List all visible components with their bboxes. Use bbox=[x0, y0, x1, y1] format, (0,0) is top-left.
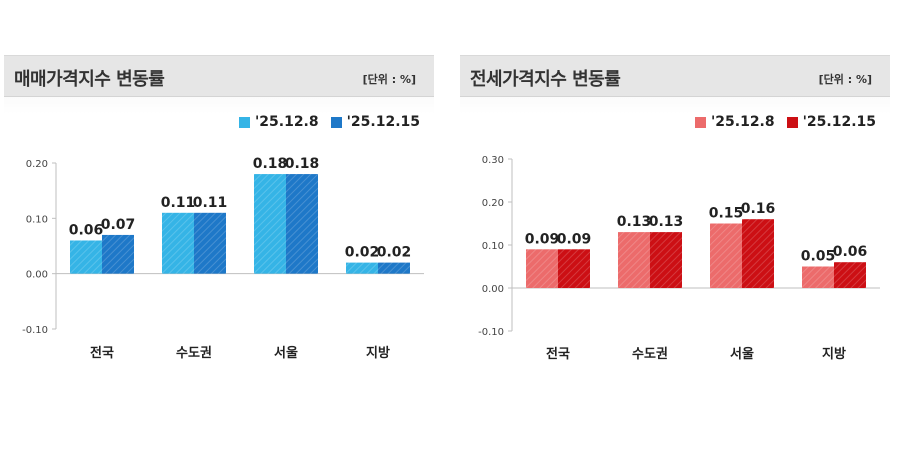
legend-label: '25.12.15 bbox=[346, 114, 420, 130]
legend-item: '25.12.8 bbox=[238, 114, 319, 130]
legend-label: '25.12.15 bbox=[802, 114, 876, 130]
data-label: 0.15 bbox=[709, 206, 744, 222]
data-label: 0.09 bbox=[557, 231, 592, 247]
data-label: 0.11 bbox=[161, 195, 196, 211]
bar bbox=[346, 262, 378, 274]
legend-swatch bbox=[694, 116, 706, 128]
y-tick-label: -0.10 bbox=[22, 325, 48, 336]
legend-swatch bbox=[330, 116, 342, 128]
data-label: 0.06 bbox=[833, 244, 868, 260]
y-tick-label: 0.00 bbox=[26, 270, 48, 281]
data-label: 0.18 bbox=[285, 156, 320, 172]
bar bbox=[70, 240, 102, 274]
bar bbox=[162, 212, 194, 274]
data-label: 0.16 bbox=[741, 201, 776, 217]
y-tick-label: 0.10 bbox=[482, 241, 504, 252]
chart-title-bar: 매매가격지수 변동률 [단위 : %] bbox=[4, 56, 434, 97]
legend-item: '25.12.15 bbox=[330, 114, 420, 130]
data-label: 0.02 bbox=[345, 245, 380, 261]
legend-label: '25.12.8 bbox=[710, 114, 775, 130]
legend-item: '25.12.8 bbox=[694, 114, 775, 130]
chart-legend: '25.12.8 '25.12.15 bbox=[238, 114, 420, 130]
data-label: 0.13 bbox=[617, 214, 652, 230]
y-tick-label: 0.30 bbox=[482, 155, 504, 166]
jeonse-price-chart-panel: 전세가격지수 변동률 [단위 : %] '25.12.8 '25.12.15 0… bbox=[460, 55, 890, 374]
bar bbox=[194, 212, 226, 274]
bar bbox=[526, 249, 558, 288]
bar bbox=[102, 234, 134, 274]
data-label: 0.06 bbox=[69, 222, 104, 238]
y-tick-label: -0.10 bbox=[478, 327, 504, 338]
legend-item: '25.12.15 bbox=[786, 114, 876, 130]
sales-price-chart-panel: 매매가격지수 변동률 [단위 : %] '25.12.8 '25.12.15 0… bbox=[4, 55, 434, 374]
legend-swatch bbox=[238, 116, 250, 128]
category-label: 지방 bbox=[822, 346, 846, 362]
data-label: 0.02 bbox=[377, 245, 412, 261]
data-label: 0.13 bbox=[649, 214, 684, 230]
bar-chart-jeonse: 0.30 0.20 0.10 0.00 -0.10 0.090.09 전국 0.130.13 수… bbox=[478, 155, 880, 362]
bar bbox=[378, 262, 410, 274]
bar bbox=[650, 232, 682, 288]
chart-title: 전세가격지수 변동률 bbox=[470, 69, 621, 90]
y-tick-label: 0.10 bbox=[26, 214, 48, 225]
category-label: 수도권 bbox=[176, 346, 212, 361]
data-label: 0.18 bbox=[253, 156, 288, 172]
bar bbox=[834, 262, 866, 288]
category-label: 전국 bbox=[546, 346, 570, 362]
data-label: 0.05 bbox=[801, 249, 836, 265]
legend-label: '25.12.8 bbox=[254, 114, 319, 130]
chart-title: 매매가격지수 변동률 bbox=[14, 69, 165, 90]
chart-legend: '25.12.8 '25.12.15 bbox=[694, 114, 876, 130]
bar bbox=[802, 266, 834, 288]
data-label: 0.07 bbox=[101, 217, 136, 233]
category-label: 서울 bbox=[730, 346, 754, 362]
legend-swatch bbox=[786, 116, 798, 128]
y-tick-label: 0.20 bbox=[482, 198, 504, 209]
bar bbox=[710, 223, 742, 288]
bar bbox=[742, 219, 774, 288]
category-label: 전국 bbox=[90, 345, 114, 361]
unit-label: [단위 : %] bbox=[818, 73, 872, 86]
chart-title-bar: 전세가격지수 변동률 [단위 : %] bbox=[460, 56, 890, 97]
unit-label: [단위 : %] bbox=[362, 73, 416, 86]
y-tick-label: 0.00 bbox=[482, 284, 504, 295]
category-label: 지방 bbox=[366, 345, 390, 361]
bar-chart-sales: 0.20 0.10 0.00 -0.10 0.060.07 전국 0.110.11 수도권 0.… bbox=[22, 156, 424, 361]
bar bbox=[286, 174, 318, 274]
bar bbox=[558, 249, 590, 288]
data-label: 0.11 bbox=[193, 195, 228, 211]
category-label: 서울 bbox=[274, 345, 298, 361]
bar bbox=[254, 174, 286, 274]
category-label: 수도권 bbox=[632, 347, 668, 362]
bar bbox=[618, 232, 650, 288]
y-tick-label: 0.20 bbox=[26, 159, 48, 170]
data-label: 0.09 bbox=[525, 231, 560, 247]
